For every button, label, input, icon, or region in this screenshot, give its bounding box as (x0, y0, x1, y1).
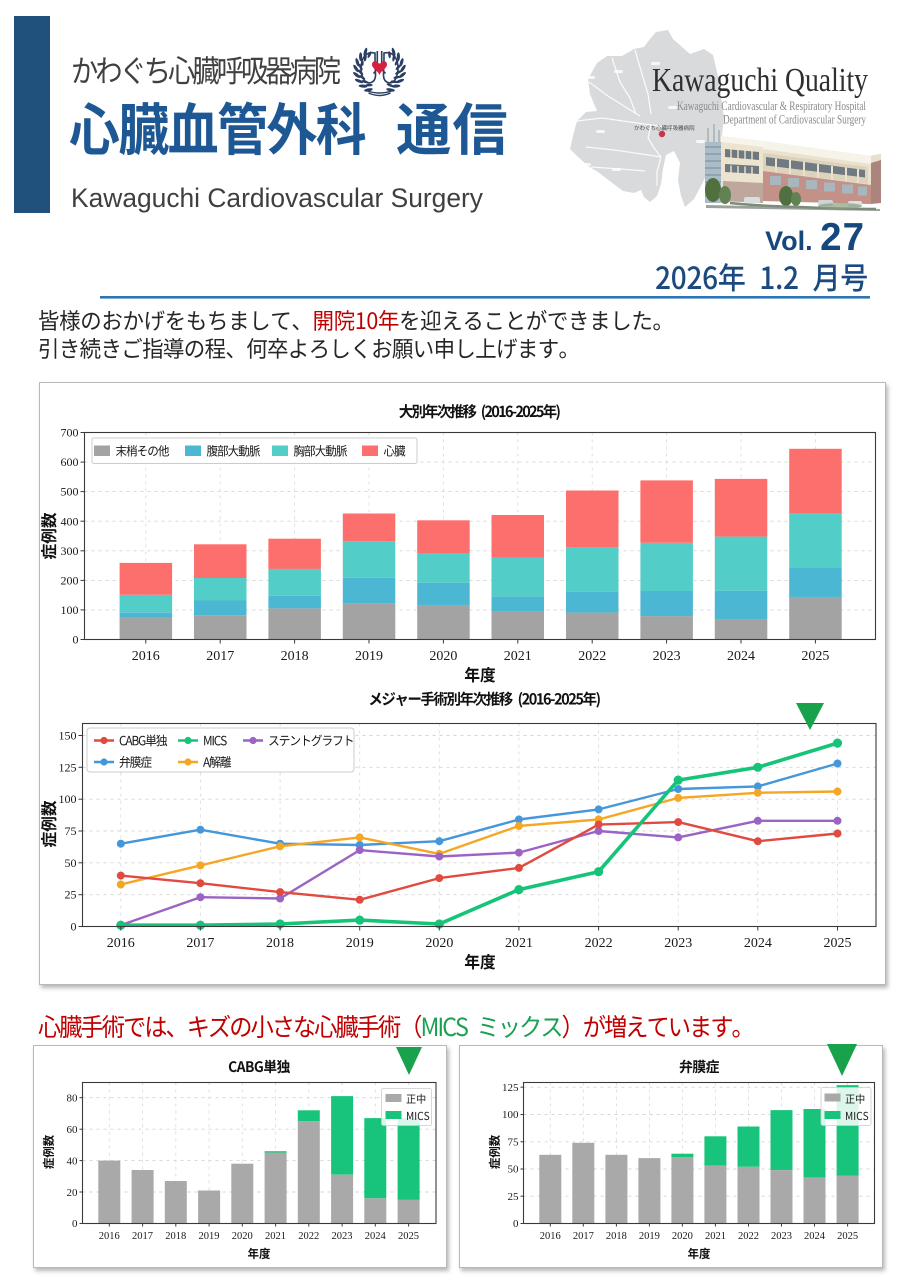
svg-text:2017: 2017 (206, 649, 234, 664)
svg-text:2016: 2016 (540, 1231, 561, 1242)
svg-text:2024: 2024 (744, 936, 772, 951)
svg-text:100: 100 (59, 792, 77, 806)
svg-text:2024: 2024 (727, 649, 755, 664)
svg-text:20: 20 (67, 1187, 79, 1199)
svg-text:2025: 2025 (837, 1231, 858, 1242)
svg-text:2020: 2020 (232, 1231, 253, 1242)
svg-text:2022: 2022 (585, 936, 613, 951)
svg-text:2017: 2017 (573, 1231, 594, 1242)
svg-text:60: 60 (67, 1124, 79, 1136)
svg-text:2018: 2018 (281, 649, 309, 664)
svg-text:50: 50 (508, 1164, 520, 1176)
svg-text:2020: 2020 (429, 649, 457, 664)
svg-text:2023: 2023 (664, 936, 692, 951)
svg-text:125: 125 (59, 760, 77, 774)
svg-text:75: 75 (508, 1136, 520, 1148)
svg-text:25: 25 (508, 1191, 520, 1203)
svg-text:600: 600 (61, 455, 79, 469)
svg-text:2023: 2023 (332, 1231, 353, 1242)
svg-text:Kawaguchi Quality: Kawaguchi Quality (652, 62, 868, 99)
svg-text:2018: 2018 (266, 936, 294, 951)
svg-text:2023: 2023 (771, 1231, 792, 1242)
svg-text:125: 125 (502, 1082, 519, 1094)
svg-text:0: 0 (73, 633, 79, 647)
svg-text:Vol. 27: Vol. 27 (765, 216, 865, 259)
svg-text:2022: 2022 (578, 649, 606, 664)
svg-text:2024: 2024 (365, 1231, 387, 1242)
svg-text:2021: 2021 (705, 1231, 726, 1242)
svg-text:2019: 2019 (639, 1231, 660, 1242)
svg-text:50: 50 (65, 856, 77, 870)
svg-text:80: 80 (67, 1092, 79, 1104)
svg-text:2021: 2021 (265, 1231, 286, 1242)
svg-text:2016: 2016 (107, 936, 135, 951)
svg-text:2021: 2021 (505, 936, 533, 951)
svg-text:2020: 2020 (672, 1231, 693, 1242)
svg-text:2019: 2019 (355, 649, 383, 664)
svg-text:2025: 2025 (398, 1231, 419, 1242)
svg-text:2025: 2025 (801, 649, 829, 664)
svg-text:100: 100 (502, 1109, 519, 1121)
svg-text:2018: 2018 (165, 1231, 186, 1242)
svg-text:2022: 2022 (298, 1231, 319, 1242)
svg-text:2025: 2025 (823, 936, 851, 951)
svg-text:25: 25 (65, 888, 77, 902)
svg-text:0: 0 (72, 1218, 78, 1230)
svg-text:100: 100 (61, 603, 79, 617)
svg-text:2019: 2019 (346, 936, 374, 951)
svg-text:2019: 2019 (199, 1231, 220, 1242)
svg-text:2017: 2017 (132, 1231, 153, 1242)
svg-text:0: 0 (71, 920, 77, 934)
svg-text:2021: 2021 (504, 649, 532, 664)
svg-text:40: 40 (67, 1155, 79, 1167)
svg-text:2016: 2016 (132, 649, 160, 664)
svg-text:2018: 2018 (606, 1231, 627, 1242)
svg-text:300: 300 (61, 544, 79, 558)
svg-text:2023: 2023 (653, 649, 681, 664)
svg-text:0: 0 (513, 1218, 519, 1230)
svg-text:2017: 2017 (186, 936, 214, 951)
svg-text:2022: 2022 (738, 1231, 759, 1242)
svg-text:75: 75 (65, 824, 77, 838)
svg-text:200: 200 (61, 573, 79, 587)
svg-text:700: 700 (61, 426, 79, 440)
svg-text:2024: 2024 (804, 1231, 826, 1242)
svg-text:2016: 2016 (99, 1231, 120, 1242)
svg-text:400: 400 (61, 514, 79, 528)
svg-text:Kawaguchi Cardiovascular Surge: Kawaguchi Cardiovascular Surgery (71, 183, 484, 213)
svg-text:Department of Cardiovascular S: Department of Cardiovascular Surgery (723, 113, 867, 127)
svg-text:150: 150 (59, 729, 77, 743)
svg-text:500: 500 (61, 485, 79, 499)
svg-text:2020: 2020 (425, 936, 453, 951)
svg-text:Kawaguchi Cardiovascular & Res: Kawaguchi Cardiovascular & Respiratory H… (677, 99, 866, 113)
